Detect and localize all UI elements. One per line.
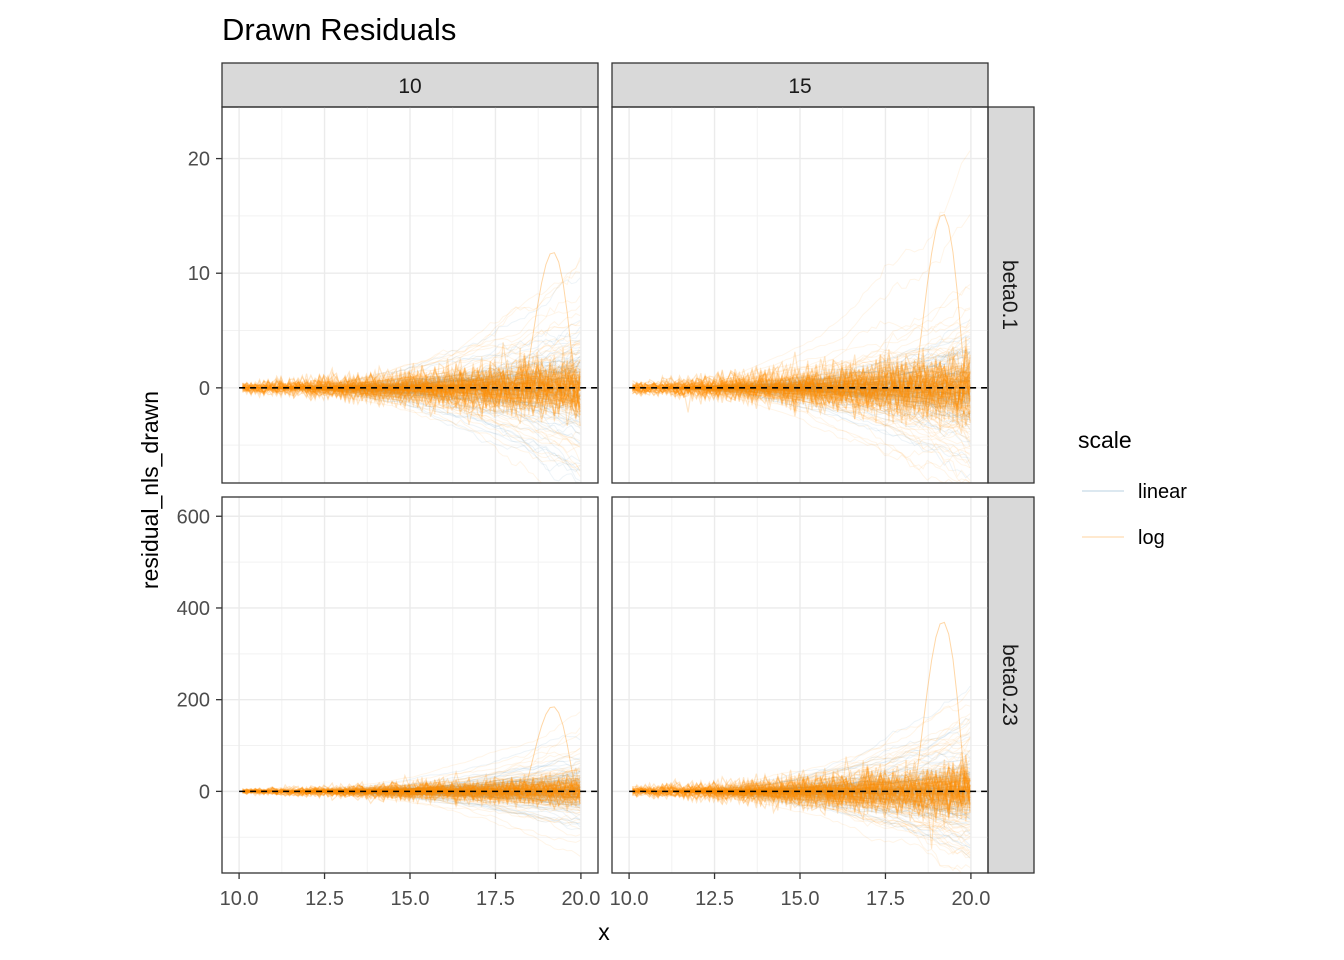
x-axis-title: x <box>598 919 610 945</box>
outlier-trace <box>914 621 971 792</box>
row-strip-beta0.23: beta0.23 <box>987 496 1035 874</box>
series-core-15-beta0.1 <box>631 336 971 434</box>
x-tick-label: 15.0 <box>781 888 820 910</box>
panel-15-beta0.23 <box>611 496 989 874</box>
y-tick-label: 0 <box>199 378 210 400</box>
column-strip-15: 15 <box>611 62 989 108</box>
y-tick-label: 200 <box>177 690 210 712</box>
row-strip-label-beta0.1: beta0.1 <box>998 260 1021 330</box>
legend-label-log: log <box>1138 527 1165 549</box>
legend-label-linear: linear <box>1138 481 1187 503</box>
y-tick-label: 600 <box>177 506 210 528</box>
x-tick-label: 10.0 <box>610 888 649 910</box>
x-tick-label: 12.5 <box>305 888 344 910</box>
panel-10-beta0.23 <box>221 496 599 874</box>
panel-10-beta0.1 <box>221 106 599 484</box>
outlier-trace <box>524 706 581 792</box>
series-core-10-beta0.1 <box>241 342 581 427</box>
legend: scale linear log <box>1078 427 1187 549</box>
outlier-trace <box>524 252 581 389</box>
column-strip-label-15: 15 <box>788 75 811 98</box>
outlier-trace <box>914 213 971 389</box>
series-core-15-beta0.23 <box>631 752 971 849</box>
chart-title: Drawn Residuals <box>222 12 456 47</box>
y-axis-title: residual_nls_drawn <box>137 391 163 589</box>
y-tick-label: 400 <box>177 598 210 620</box>
panel-15-beta0.1 <box>611 106 989 484</box>
x-tick-label: 17.5 <box>476 888 515 910</box>
row-strip-label-beta0.23: beta0.23 <box>998 644 1021 726</box>
x-tick-label: 10.0 <box>220 888 259 910</box>
series-log-15-beta0.1 <box>632 150 971 484</box>
y-tick-label: 20 <box>188 149 210 171</box>
x-tick-label: 15.0 <box>391 888 430 910</box>
x-tick-label: 17.5 <box>866 888 905 910</box>
column-strip-label-10: 10 <box>398 75 421 98</box>
row-strip-beta0.1: beta0.1 <box>987 106 1035 484</box>
column-strip-10: 10 <box>221 62 599 108</box>
legend-title: scale <box>1078 427 1132 453</box>
y-tick-label: 10 <box>188 263 210 285</box>
x-axes: 10.0 12.5 15.0 17.5 20.0 10.0 12.5 15.0 17.5 20.0 <box>220 873 990 910</box>
x-tick-label: 12.5 <box>695 888 734 910</box>
x-tick-label: 20.0 <box>561 888 600 910</box>
y-tick-label: 0 <box>199 781 210 803</box>
x-tick-label: 20.0 <box>951 888 990 910</box>
